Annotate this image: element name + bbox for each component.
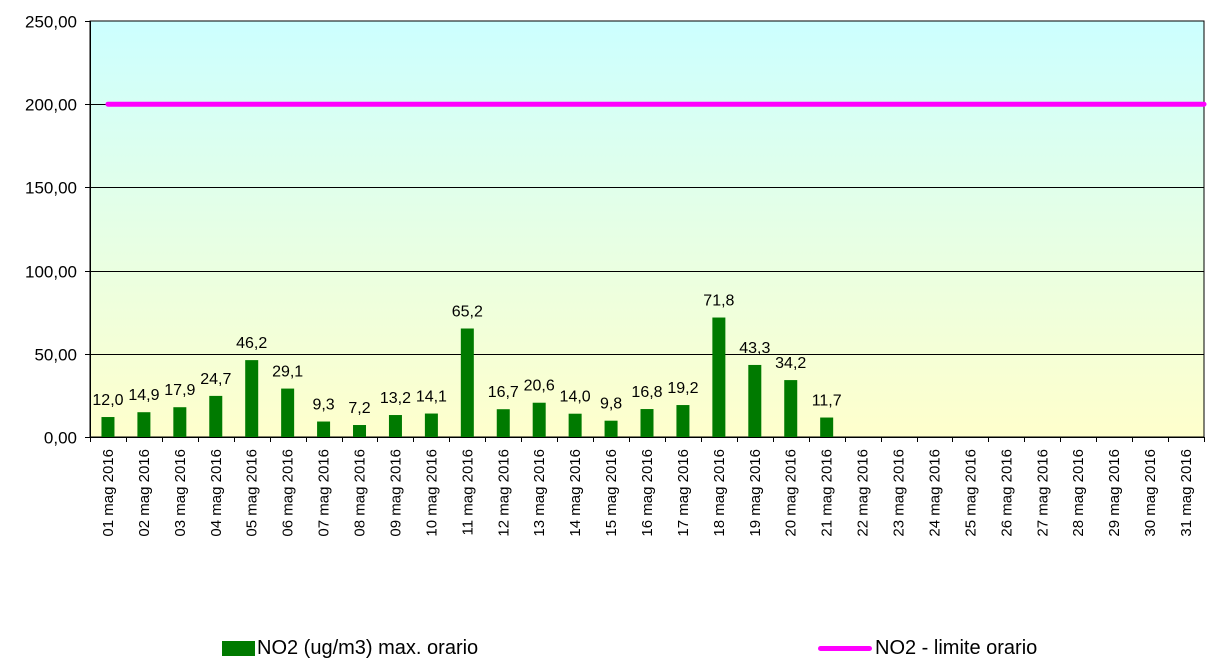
bar: [604, 420, 618, 437]
x-tick-label: 25 mag 2016: [962, 449, 979, 537]
bar-data-label: 14,9: [128, 387, 159, 404]
bar: [712, 317, 726, 437]
legend-line-swatch: [818, 645, 872, 651]
bar-data-label: 19,2: [667, 380, 698, 397]
x-tick-label: 26 mag 2016: [998, 449, 1015, 537]
bar-data-label: 9,3: [312, 397, 334, 414]
x-tick-label: 16 mag 2016: [639, 449, 656, 537]
bar-data-label: 14,0: [560, 389, 591, 406]
bar: [388, 415, 402, 437]
x-tick-label: 28 mag 2016: [1070, 449, 1087, 537]
bar: [424, 413, 438, 437]
y-tick-label: 0,00: [44, 429, 77, 448]
bar-data-label: 29,1: [272, 364, 303, 381]
legend-bar-label: NO2 (ug/m3) max. orario: [257, 636, 479, 659]
bar: [784, 380, 798, 437]
bar-data-label: 7,2: [348, 400, 370, 417]
bar-data-label: 9,8: [600, 396, 622, 413]
x-tick-label: 27 mag 2016: [1034, 449, 1051, 537]
bar-data-label: 14,1: [416, 389, 447, 406]
bar-data-label: 46,2: [236, 335, 267, 352]
bar-data-label: 16,8: [631, 384, 662, 401]
x-tick-label: 03 mag 2016: [172, 449, 189, 537]
x-tick-label: 06 mag 2016: [280, 449, 297, 537]
x-tick-label: 05 mag 2016: [244, 449, 261, 537]
bar-series: [101, 317, 834, 437]
x-tick-label: 14 mag 2016: [567, 449, 584, 537]
x-tick-label: 02 mag 2016: [136, 449, 153, 537]
x-tick-label: 13 mag 2016: [531, 449, 548, 537]
x-tick-label: 29 mag 2016: [1106, 449, 1123, 537]
bar-data-label: 12,0: [92, 392, 123, 409]
bar-data-label: 65,2: [452, 304, 483, 321]
bar: [281, 388, 295, 437]
legend-item-line: NO2 - limite orario: [818, 636, 1037, 660]
bar-data-label: 17,9: [164, 382, 195, 399]
x-tick-label: 01 mag 2016: [100, 449, 117, 537]
bar-data-label: 16,7: [488, 384, 519, 401]
x-tick-label: 17 mag 2016: [675, 449, 692, 537]
plot-area: [89, 20, 1205, 438]
x-tick-label: 09 mag 2016: [387, 449, 404, 537]
bar: [101, 417, 115, 437]
y-tick-label: 150,00: [25, 179, 77, 198]
bar-data-label: 13,2: [380, 390, 411, 407]
x-tick-label: 21 mag 2016: [819, 449, 836, 537]
bar: [568, 413, 582, 437]
y-tick-label: 100,00: [25, 263, 77, 282]
bar: [353, 425, 367, 437]
x-tick-label: 18 mag 2016: [711, 449, 728, 537]
bar: [496, 409, 510, 437]
legend-bar-swatch: [222, 640, 255, 656]
x-tick-label: 19 mag 2016: [747, 449, 764, 537]
bar: [820, 417, 834, 437]
bar-data-label: 43,3: [739, 340, 770, 357]
y-tick-label: 200,00: [25, 96, 77, 115]
x-tick-label: 30 mag 2016: [1142, 449, 1159, 537]
x-tick-label: 24 mag 2016: [926, 449, 943, 537]
y-tick-label: 50,00: [34, 346, 77, 365]
bar: [137, 412, 151, 437]
bar-data-label: 11,7: [812, 393, 842, 410]
legend-item-bar: NO2 (ug/m3) max. orario: [222, 636, 478, 660]
y-axis: 0,00 50,00 100,00 150,00 200,00 250,00: [25, 13, 91, 448]
bar-data-label: 24,7: [200, 371, 231, 388]
x-tick-label: 07 mag 2016: [316, 449, 333, 537]
x-tick-label: 04 mag 2016: [208, 449, 225, 537]
bar-data-label: 71,8: [703, 293, 734, 310]
bar: [209, 395, 223, 437]
bar: [640, 409, 654, 437]
x-tick-label: 23 mag 2016: [891, 449, 908, 537]
bar-data-label: 34,2: [775, 355, 806, 372]
bar-data-label: 20,6: [524, 378, 555, 395]
x-tick-label: 11 mag 2016: [459, 449, 476, 535]
bar: [748, 364, 762, 437]
bar: [245, 360, 259, 437]
x-tick-label: 08 mag 2016: [352, 449, 369, 537]
x-tick-label: 31 mag 2016: [1178, 449, 1195, 537]
bar: [317, 421, 331, 437]
x-tick-label: 20 mag 2016: [783, 449, 800, 537]
bar: [460, 328, 474, 437]
x-axis: 01 mag 2016 02 mag 2016 03 mag 2016 04 mag …: [90, 437, 1205, 537]
x-tick-label: 12 mag 2016: [495, 449, 512, 537]
legend-line-label: NO2 - limite orario: [875, 636, 1038, 659]
y-tick-label: 250,00: [25, 13, 77, 32]
bar: [173, 407, 187, 437]
x-tick-label: 22 mag 2016: [855, 449, 872, 537]
x-tick-label: 15 mag 2016: [603, 449, 620, 537]
bar: [676, 405, 690, 437]
x-tick-label: 10 mag 2016: [423, 449, 440, 537]
bar: [532, 402, 546, 437]
bar-data-labels: 12,0 14,9 17,9 24,7 46,2 29,1 9,3 7,2 13,2 14,1 65…: [92, 293, 841, 417]
